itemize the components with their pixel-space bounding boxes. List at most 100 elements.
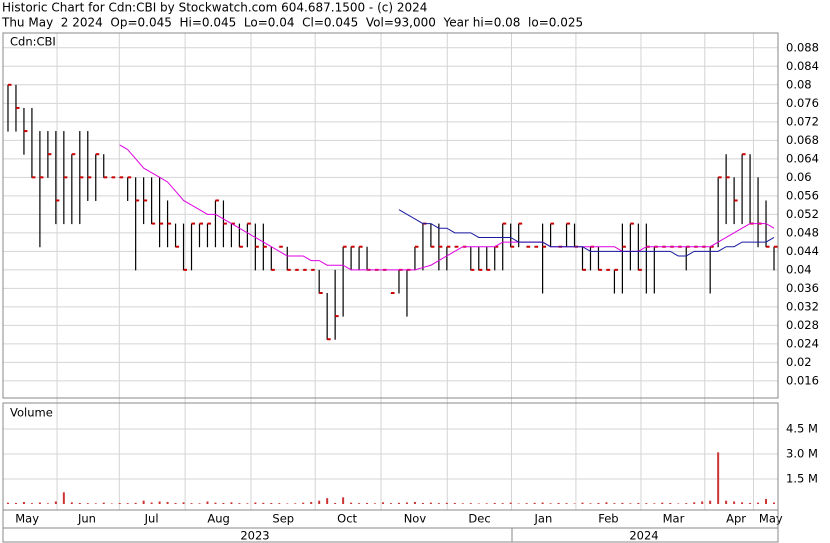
volume-bar: [517, 503, 520, 504]
volume-bar: [286, 503, 289, 504]
year-strip: [2, 527, 779, 543]
volume-bar: [230, 502, 233, 504]
volume-bar: [278, 503, 281, 504]
volume-bar: [709, 500, 712, 504]
volume-bar: [206, 501, 209, 504]
volume-bar: [150, 502, 153, 504]
volume-bar: [549, 503, 552, 504]
y-tick-label: 0.032: [786, 299, 819, 313]
y-tick-label: 0.024: [786, 336, 819, 350]
y-tick-label: 0.076: [786, 96, 819, 110]
y-tick-label: 0.06: [786, 170, 812, 184]
volume-bar: [741, 502, 744, 504]
volume-bar: [166, 502, 169, 504]
volume-bar: [62, 492, 65, 504]
volume-bar: [469, 503, 472, 504]
volume-bar: [198, 503, 201, 504]
y2-tick-label: 1.5 M: [786, 472, 818, 486]
volume-bar: [749, 503, 752, 504]
y-tick-label: 0.052: [786, 207, 819, 221]
y-tick-label: 0.088: [786, 40, 819, 54]
volume-bar: [46, 503, 49, 504]
x-tick-label: Mar: [663, 512, 685, 526]
volume-bar: [142, 500, 145, 504]
volume-bar: [382, 502, 385, 504]
volume-bar: [493, 503, 496, 504]
y-tick-label: 0.08: [786, 77, 812, 91]
volume-bar: [485, 503, 488, 504]
volume-bar: [525, 503, 528, 504]
x-tick-label: Jul: [144, 512, 159, 526]
volume-bar: [310, 502, 313, 504]
volume-bar: [685, 503, 688, 504]
x-tick-label: Jan: [534, 512, 553, 526]
volume-bar: [270, 503, 273, 504]
volume-bar: [246, 503, 249, 504]
x-tick-label: Oct: [337, 512, 357, 526]
volume-bar: [262, 502, 265, 504]
volume-bar: [222, 503, 225, 504]
volume-bar: [733, 501, 736, 504]
volume-bar: [501, 503, 504, 504]
y-tick-label: 0.072: [786, 114, 819, 128]
y-tick-label: 0.068: [786, 133, 819, 147]
volume-bar: [533, 502, 536, 504]
volume-bar: [238, 503, 241, 504]
volume-bar: [94, 503, 97, 504]
volume-bar: [461, 503, 464, 504]
volume-bar: [429, 502, 432, 504]
volume-bar: [557, 503, 560, 504]
volume-bar: [717, 452, 720, 504]
volume-bar: [589, 503, 592, 504]
volume-bar: [350, 502, 353, 504]
volume-bar: [701, 501, 704, 504]
volume-bar: [477, 503, 480, 504]
volume-bar: [645, 503, 648, 504]
volume-bar: [158, 501, 161, 504]
volume-bar: [445, 502, 448, 504]
volume-bar: [70, 502, 73, 504]
volume-bar: [294, 503, 297, 504]
volume-bar: [6, 502, 9, 504]
volume-bar: [334, 503, 337, 504]
y-tick-label: 0.064: [786, 151, 819, 165]
volume-bar: [78, 503, 81, 504]
volume-bar: [669, 503, 672, 504]
year-label: 2023: [240, 529, 269, 543]
y-tick-label: 0.044: [786, 244, 819, 258]
volume-bar: [134, 502, 137, 504]
y-tick-label: 0.056: [786, 188, 819, 202]
header-line2: Thu May 2 2024 Op=0.045 Hi=0.045 Lo=0.04…: [1, 16, 583, 30]
volume-bar: [773, 502, 776, 504]
volume-bar: [86, 503, 89, 504]
volume-bar: [421, 503, 424, 504]
volume-bar: [174, 503, 177, 504]
volume-bar: [254, 502, 257, 504]
x-tick-label: May: [759, 512, 783, 526]
x-tick-label: Sep: [272, 512, 294, 526]
plot-layer: 0.016 0.02 0.024 0.028 0.032 0.036 0.04 0.044 0.…: [3, 33, 819, 526]
volume-bar: [653, 503, 656, 504]
volume-bar: [597, 503, 600, 504]
volume-bar: [605, 502, 608, 504]
y-tick-label: 0.084: [786, 59, 819, 73]
volume-bar: [757, 502, 760, 504]
year-label: 2024: [629, 529, 658, 543]
price-title: Cdn:CBI: [10, 35, 56, 49]
volume-bar: [613, 503, 616, 504]
volume-bar: [374, 503, 377, 504]
volume-bar: [725, 500, 728, 504]
volume-bar: [637, 503, 640, 504]
volume-bar: [318, 500, 321, 504]
volume-bar: [541, 502, 544, 504]
volume-bar: [22, 502, 25, 504]
volume-bar: [302, 502, 305, 504]
y2-tick-label: 3.0 M: [786, 447, 818, 461]
y-tick-label: 0.036: [786, 281, 819, 295]
volume-bar: [581, 502, 584, 504]
volume-bar: [405, 502, 408, 504]
volume-bar: [677, 503, 680, 504]
x-tick-label: May: [15, 512, 39, 526]
